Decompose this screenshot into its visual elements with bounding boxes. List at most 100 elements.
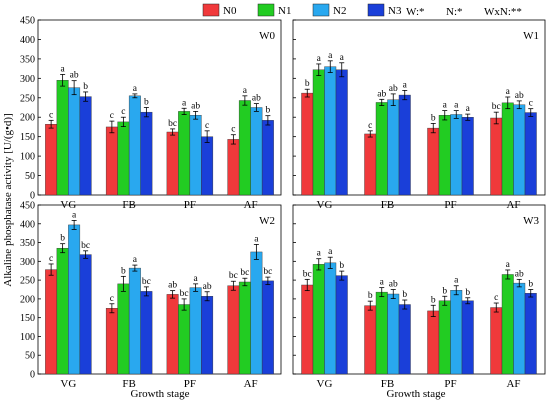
bar-w3-fb-n0 bbox=[364, 305, 377, 375]
significance-letter: c bbox=[529, 99, 533, 109]
y-tick-label: 350 bbox=[20, 238, 35, 249]
significance-letter: b bbox=[431, 113, 436, 123]
bar-w3-fb-n3 bbox=[398, 304, 411, 375]
x-tick-label: VG bbox=[60, 378, 76, 390]
plot-frame bbox=[292, 19, 546, 196]
bar-w1-vg-n1 bbox=[312, 69, 325, 196]
significance-letter: ab bbox=[389, 84, 398, 94]
y-tick-label: 0 bbox=[30, 370, 35, 381]
bar-w0-pf-n2 bbox=[189, 115, 202, 196]
significance-letter: c bbox=[110, 294, 114, 304]
significance-letter: a bbox=[61, 64, 66, 74]
bar-w2-pf-n2 bbox=[189, 287, 202, 375]
significance-letter: a bbox=[243, 86, 248, 96]
legend-swatch-n3 bbox=[367, 3, 385, 17]
significance-letter: a bbox=[328, 247, 333, 257]
bar-w2-af-n2 bbox=[250, 251, 263, 375]
significance-letter: a bbox=[133, 255, 138, 265]
bar-w2-fb-n3 bbox=[140, 291, 153, 375]
y-tick-label: 300 bbox=[20, 74, 35, 85]
x-tick-label: PF bbox=[444, 378, 456, 390]
bar-w0-vg-n2 bbox=[68, 87, 81, 196]
significance-letter: b bbox=[442, 286, 447, 296]
significance-letter: b bbox=[528, 280, 533, 290]
legend-swatch-n0 bbox=[202, 3, 220, 17]
bar-w3-fb-n2 bbox=[387, 293, 400, 375]
y-axis-label: Alkaline phosphatase activity [U/(g•d)] bbox=[2, 113, 14, 286]
significance-letter: a bbox=[317, 249, 322, 259]
significance-letter: bc bbox=[303, 269, 312, 279]
significance-letter: a bbox=[380, 278, 385, 288]
significance-letter: a bbox=[340, 53, 345, 63]
significance-letter: b bbox=[121, 266, 126, 276]
significance-letter: a bbox=[133, 84, 138, 94]
significance-letter: bc bbox=[180, 289, 189, 299]
bar-w2-fb-n2 bbox=[128, 267, 141, 375]
bar-w0-fb-n3 bbox=[140, 111, 153, 196]
significance-letter: ab bbox=[191, 101, 200, 111]
bar-w1-fb-n1 bbox=[375, 102, 388, 196]
significance-letter: b bbox=[60, 234, 65, 244]
significance-letter: c bbox=[368, 121, 372, 131]
significance-w: W:* bbox=[406, 6, 425, 18]
bar-w3-af-n2 bbox=[513, 282, 526, 375]
bar-w2-vg-n1 bbox=[56, 247, 69, 375]
legend: N0 N1 N2 N3 bbox=[202, 3, 402, 17]
significance-letter: b bbox=[305, 79, 310, 89]
bar-w1-pf-n1 bbox=[438, 115, 451, 196]
significance-letter: a bbox=[443, 101, 448, 111]
plot-frame bbox=[37, 204, 282, 375]
significance-letter: ab bbox=[515, 91, 524, 101]
significance-letter: a bbox=[72, 210, 77, 220]
bar-w0-pf-n1 bbox=[178, 111, 191, 196]
significance-letter: c bbox=[121, 107, 125, 117]
bar-w2-vg-n3 bbox=[79, 254, 92, 375]
significance-letter: bc bbox=[229, 271, 238, 281]
bar-w1-vg-n0 bbox=[301, 92, 314, 196]
y-tick-label: 150 bbox=[20, 313, 35, 324]
bar-w0-fb-n2 bbox=[128, 95, 141, 196]
bar-w1-af-n1 bbox=[501, 102, 514, 196]
significance-letter: b bbox=[144, 98, 149, 108]
y-tick-label: 400 bbox=[20, 35, 35, 46]
panel-title: W1 bbox=[523, 30, 539, 42]
y-tick-label: 0 bbox=[30, 191, 35, 202]
bar-w1-pf-n0 bbox=[427, 127, 440, 196]
bar-w3-pf-n3 bbox=[461, 300, 474, 375]
bar-w0-af-n2 bbox=[250, 107, 263, 196]
y-tick-label: 200 bbox=[20, 294, 35, 305]
bar-w2-vg-n0 bbox=[45, 269, 58, 375]
bar-w0-fb-n0 bbox=[105, 126, 118, 196]
bar-w3-af-n3 bbox=[524, 293, 537, 375]
significance-letter: a bbox=[254, 234, 259, 244]
y-tick-label: 100 bbox=[20, 152, 35, 163]
significance-letter: bc bbox=[81, 241, 90, 251]
significance-letter: ab bbox=[70, 71, 79, 81]
bar-w0-af-n1 bbox=[238, 100, 251, 196]
bar-w0-af-n3 bbox=[261, 120, 274, 196]
legend-label-n1: N1 bbox=[278, 5, 291, 17]
significance-letter: b bbox=[465, 288, 470, 298]
significance-letter: c bbox=[110, 111, 114, 121]
significance-letter: c bbox=[205, 121, 209, 131]
significance-letter: a bbox=[454, 101, 459, 111]
significance-letter: ab bbox=[389, 280, 398, 290]
x-tick-label: FB bbox=[122, 378, 135, 390]
significance-letter: ab bbox=[515, 269, 524, 279]
x-tick-label: FB bbox=[381, 378, 394, 390]
significance-letter: ab bbox=[252, 94, 261, 104]
significance-letter: c bbox=[231, 125, 235, 135]
bar-w0-fb-n1 bbox=[117, 121, 130, 196]
x-tick-label: PF bbox=[184, 378, 196, 390]
legend-label-n2: N2 bbox=[333, 5, 346, 17]
x-axis-label-left: Growth stage bbox=[131, 388, 190, 400]
significance-letter: a bbox=[317, 54, 322, 64]
x-tick-label: AF bbox=[244, 378, 258, 390]
significance-letter: bc bbox=[168, 119, 177, 129]
bar-w0-af-n0 bbox=[227, 139, 240, 196]
bar-w3-af-n1 bbox=[501, 274, 514, 375]
significance-letter: a bbox=[328, 51, 333, 61]
bar-w2-af-n3 bbox=[261, 280, 274, 375]
significance-letter: b bbox=[266, 106, 271, 116]
